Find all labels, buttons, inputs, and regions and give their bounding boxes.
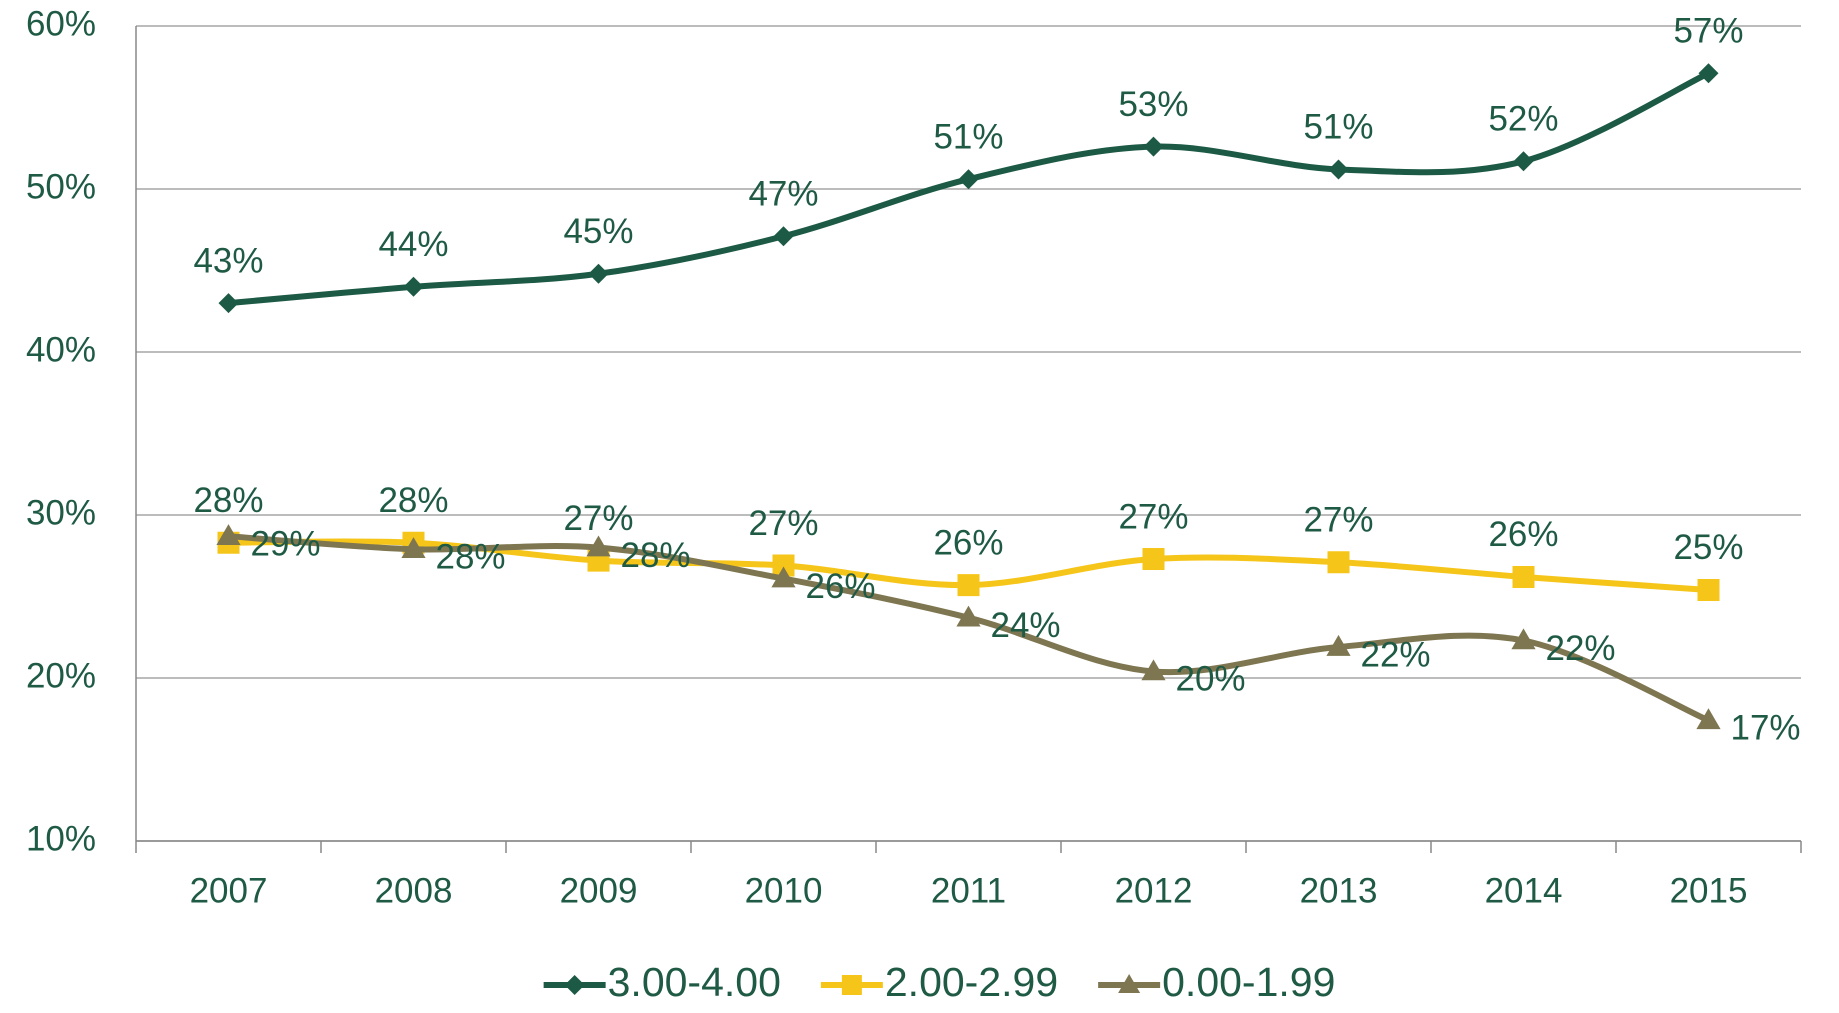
marker bbox=[1143, 136, 1164, 157]
data-label: 52% bbox=[1488, 100, 1558, 139]
data-label: 47% bbox=[748, 175, 818, 214]
data-label: 57% bbox=[1673, 12, 1743, 51]
data-label: 28% bbox=[193, 481, 263, 520]
legend-label: 2.00-2.99 bbox=[885, 959, 1058, 1005]
marker bbox=[403, 276, 424, 297]
data-label: 45% bbox=[563, 212, 633, 251]
data-label: 26% bbox=[933, 523, 1003, 562]
marker bbox=[773, 226, 794, 247]
data-label: 17% bbox=[1731, 709, 1801, 748]
marker bbox=[1696, 708, 1721, 730]
data-label: 22% bbox=[1361, 635, 1431, 674]
x-tick-label: 2013 bbox=[1300, 871, 1378, 910]
marker bbox=[1698, 63, 1719, 84]
y-tick-label: 60% bbox=[26, 4, 96, 43]
data-label: 26% bbox=[1488, 515, 1558, 554]
x-tick-label: 2014 bbox=[1485, 871, 1563, 910]
marker bbox=[841, 975, 862, 995]
y-tick-label: 50% bbox=[26, 167, 96, 206]
data-label: 22% bbox=[1546, 629, 1616, 668]
data-label: 24% bbox=[991, 606, 1061, 645]
data-label: 44% bbox=[378, 225, 448, 264]
legend-item: 3.00-4.00 bbox=[543, 959, 781, 1005]
legend-item: 2.00-2.99 bbox=[820, 959, 1058, 1005]
data-label: 43% bbox=[193, 241, 263, 280]
marker bbox=[216, 524, 241, 545]
marker bbox=[588, 263, 609, 284]
marker bbox=[586, 535, 611, 557]
data-label: 51% bbox=[933, 117, 1003, 156]
marker bbox=[1697, 578, 1720, 601]
data-label: 27% bbox=[563, 499, 633, 538]
data-label: 28% bbox=[378, 481, 448, 520]
y-tick-label: 40% bbox=[26, 330, 96, 369]
marker bbox=[1118, 974, 1141, 993]
marker bbox=[1141, 659, 1166, 681]
marker bbox=[218, 293, 239, 314]
marker bbox=[1512, 565, 1535, 588]
x-tick-label: 2011 bbox=[931, 871, 1006, 910]
marker bbox=[1326, 634, 1351, 656]
data-label: 53% bbox=[1118, 85, 1188, 124]
data-label: 28% bbox=[621, 536, 691, 575]
legend-label: 3.00-4.00 bbox=[608, 959, 781, 1005]
y-tick-label: 30% bbox=[26, 493, 96, 532]
x-tick-label: 2007 bbox=[190, 871, 268, 910]
x-tick-label: 2015 bbox=[1670, 871, 1748, 910]
marker bbox=[957, 574, 980, 597]
marker bbox=[1511, 628, 1536, 650]
data-label: 26% bbox=[806, 567, 876, 606]
data-label: 27% bbox=[1303, 501, 1373, 540]
x-tick-label: 2009 bbox=[560, 871, 638, 910]
legend-label: 0.00-1.99 bbox=[1162, 959, 1335, 1005]
marker bbox=[1513, 151, 1534, 172]
data-label: 27% bbox=[1118, 497, 1188, 536]
marker bbox=[956, 605, 981, 627]
data-label: 29% bbox=[251, 524, 321, 563]
data-label: 25% bbox=[1673, 528, 1743, 567]
data-label: 20% bbox=[1176, 660, 1246, 699]
legend-item: 0.00-1.99 bbox=[1098, 959, 1335, 1005]
marker bbox=[1142, 548, 1165, 571]
data-label: 27% bbox=[748, 504, 818, 543]
legend: 3.00-4.00 2.00-2.99 0.00-1.99 bbox=[543, 959, 1335, 1005]
x-tick-label: 2010 bbox=[745, 871, 823, 910]
marker bbox=[1328, 159, 1349, 180]
marker bbox=[958, 169, 979, 190]
data-label: 51% bbox=[1303, 108, 1373, 147]
x-tick-label: 2012 bbox=[1115, 871, 1193, 910]
data-label: 28% bbox=[436, 537, 506, 576]
marker bbox=[771, 566, 796, 588]
marker bbox=[564, 975, 585, 995]
marker bbox=[1327, 551, 1350, 574]
y-tick-label: 20% bbox=[26, 656, 96, 695]
marker bbox=[401, 537, 426, 559]
marker bbox=[772, 554, 795, 577]
y-tick-label: 10% bbox=[26, 819, 96, 858]
x-tick-label: 2008 bbox=[375, 871, 453, 910]
